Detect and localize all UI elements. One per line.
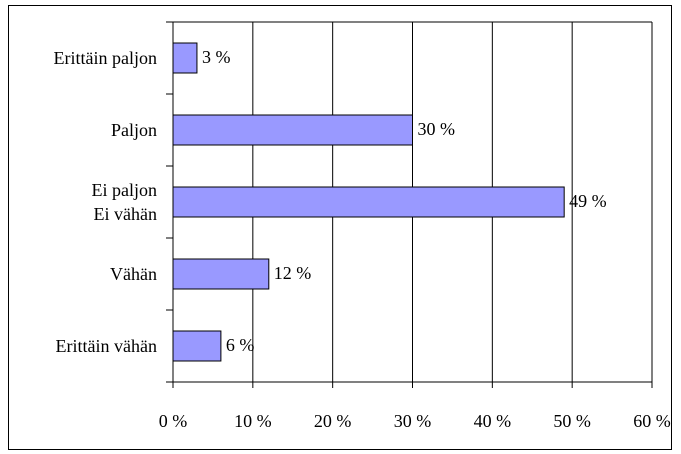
y-tick-label: Erittäin paljon (53, 48, 157, 68)
value-label: 6 % (226, 335, 255, 355)
y-tick-label: Ei paljon Ei vähän (91, 180, 158, 224)
x-tick-label: 0 % (159, 411, 188, 431)
bar (172, 114, 413, 146)
y-tick-label: Paljon (110, 120, 157, 140)
x-tick-label: 60 % (633, 411, 671, 431)
bar (172, 186, 565, 218)
value-label: 3 % (202, 47, 231, 67)
value-label: 49 % (569, 191, 607, 211)
x-tick-label: 30 % (394, 411, 432, 431)
x-tick-label: 50 % (553, 411, 591, 431)
y-tick-label: Erittäin vähän (55, 336, 157, 356)
x-tick-label: 10 % (234, 411, 272, 431)
bar (172, 258, 270, 290)
x-tick-label: 20 % (314, 411, 352, 431)
value-label: 30 % (418, 119, 456, 139)
bar (172, 330, 222, 362)
bar (172, 42, 198, 74)
value-label: 12 % (274, 263, 312, 283)
y-tick-label: Vähän (110, 264, 157, 284)
x-tick-label: 40 % (474, 411, 512, 431)
chart-border (8, 5, 672, 450)
